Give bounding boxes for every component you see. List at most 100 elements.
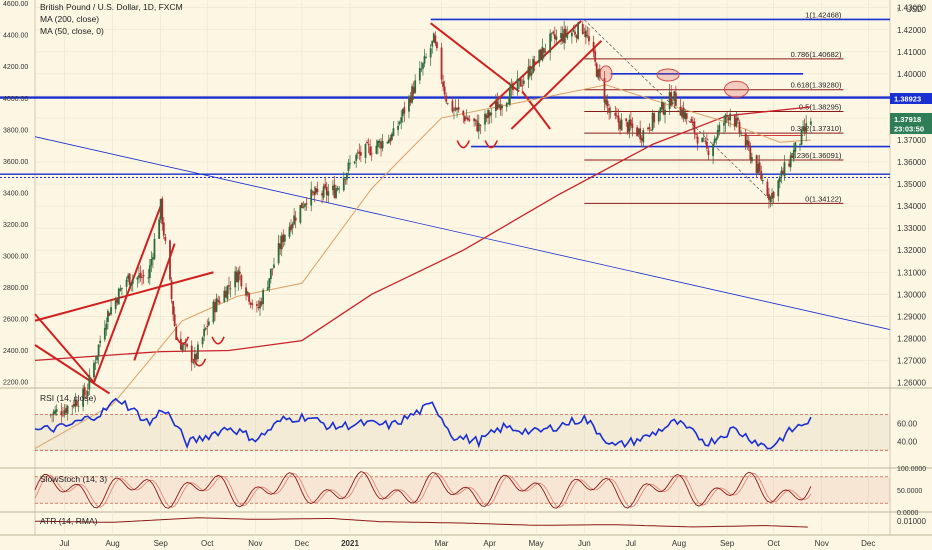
rsi-line [34,397,812,450]
candle-body [358,151,361,154]
candle-body [561,33,564,42]
candle-body [85,396,88,398]
candle-body [235,272,238,282]
candle-body [539,49,542,60]
candle-body [442,81,445,87]
candle-body [735,118,738,126]
candle-body [543,48,545,53]
candle-body [94,362,97,364]
candle-body [566,34,569,38]
candle-body [347,162,350,171]
candle-body [290,224,292,231]
candle-body [255,304,258,306]
red-trendline [133,243,176,361]
candle-body [662,103,665,114]
legend-title: British Pound / U.S. Dollar, 1D, FXCM [40,2,183,12]
right-axis-tick: 1.27000 [897,356,926,365]
candle-body [446,102,449,104]
rsi-label: RSI (14, close) [40,393,96,403]
candle-body [325,186,328,195]
candle-body [603,77,606,103]
candle-body [443,86,446,95]
candle-body [519,78,522,87]
candle-body [782,170,784,175]
candle-body [288,226,291,237]
candle-body [88,375,91,390]
candle-body [370,153,373,155]
candle-body [181,345,184,351]
candle-body [484,113,486,125]
candle-body [544,50,547,52]
candle-body [107,310,109,323]
candle-body [505,103,508,108]
candle-body [218,301,221,303]
candle-body [780,170,783,177]
candle-body [575,35,578,38]
candle-body [169,240,171,280]
candle-body [423,56,426,64]
dashed-trendline [584,19,773,202]
candle-body [771,192,773,199]
level-price-tag: 1.38923 [890,93,932,104]
left-axis-tick: 3800.00 [3,127,28,134]
candle-body [183,343,185,346]
candle-body [777,180,780,197]
drawings-layer[interactable]: 1(1.42468) 0.786(1.40682) 0.618(1.39280) 0.… [0,10,891,395]
candle-body [574,31,576,35]
rsi-axis-tick: 60.00 [897,420,918,429]
candle-body [729,113,732,121]
red-trendline [521,90,551,130]
candle-body [62,415,64,417]
grid [35,0,890,535]
candle-body [794,142,797,152]
pattern-arc [456,140,471,149]
left-axis-tick: 4400.00 [3,33,28,40]
candle-body [788,163,791,167]
candle-body [412,87,415,94]
candle-body [392,128,395,136]
candle-body [105,323,108,330]
right-axis-tick: 1.36000 [897,158,926,167]
red-trendline [510,40,603,130]
candle-body [224,290,227,298]
currency-badge[interactable]: USD ↑ [896,5,923,14]
candle-body [538,49,541,63]
candle-body [206,326,209,328]
candle-body [463,116,466,122]
candle-body [549,33,552,53]
x-axis-tick: Sep [720,539,735,548]
pattern-arc [192,358,207,367]
candle-body [414,80,417,93]
left-axis-tick: 4000.00 [3,96,28,103]
candle-body [501,105,503,109]
pattern-arc [175,336,190,345]
candle-body [333,184,336,198]
candle-body [259,301,261,309]
candle-body [66,406,69,414]
candle-body [355,154,358,161]
candle-body [409,97,412,103]
currency-label: USD [906,5,923,14]
left-axis-tick: 3000.00 [3,254,28,261]
candle-body [366,141,368,144]
left-axis-tick: 4200.00 [3,64,28,71]
candle-body [640,137,643,141]
last-price-text: 1.37918 [894,115,921,124]
candle-body [186,343,188,347]
candle-body [674,92,677,106]
candle-body [162,222,165,236]
stoch-label: SlowStoch (14, 3) [40,474,107,484]
candle-body [300,202,303,209]
candle-body [792,149,795,159]
candle-body [594,51,597,62]
candle-body [755,155,758,173]
candle-body [453,109,455,111]
legend: British Pound / U.S. Dollar, 1D, FXCM MA… [40,2,183,526]
candle-body [768,194,770,200]
candle-body [311,191,314,193]
candle-body [128,273,131,286]
candle-body [387,139,390,144]
candle-body [766,181,769,196]
candle-body [72,404,75,407]
